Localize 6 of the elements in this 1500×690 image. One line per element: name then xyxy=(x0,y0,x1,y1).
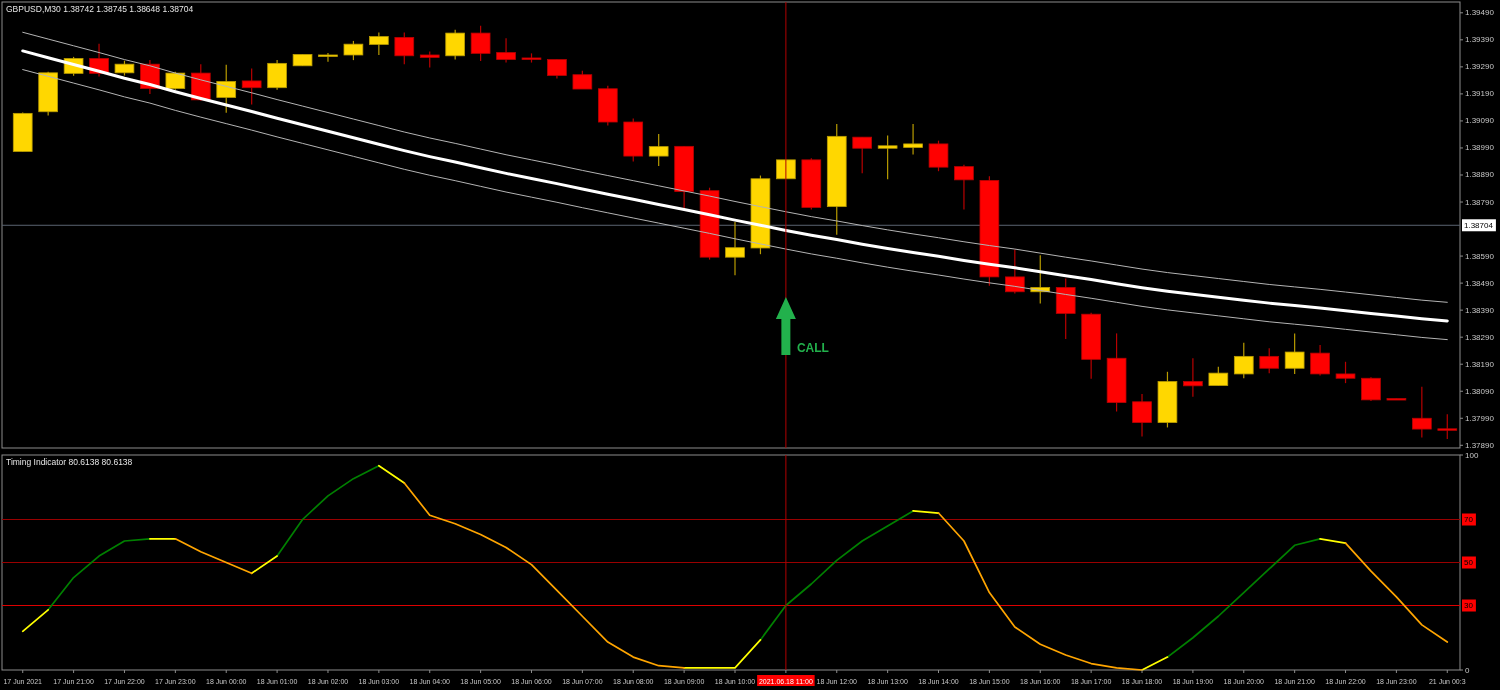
chart-title: Timing Indicator 80.6138 80.6138 xyxy=(6,457,133,467)
y-tick-label: 0 xyxy=(1465,665,1470,675)
ref-line-label: 70 xyxy=(1464,515,1474,524)
ref-line-label: 50 xyxy=(1464,558,1474,567)
ref-line-label: 30 xyxy=(1464,601,1474,610)
y-tick-label: 100 xyxy=(1465,450,1479,460)
